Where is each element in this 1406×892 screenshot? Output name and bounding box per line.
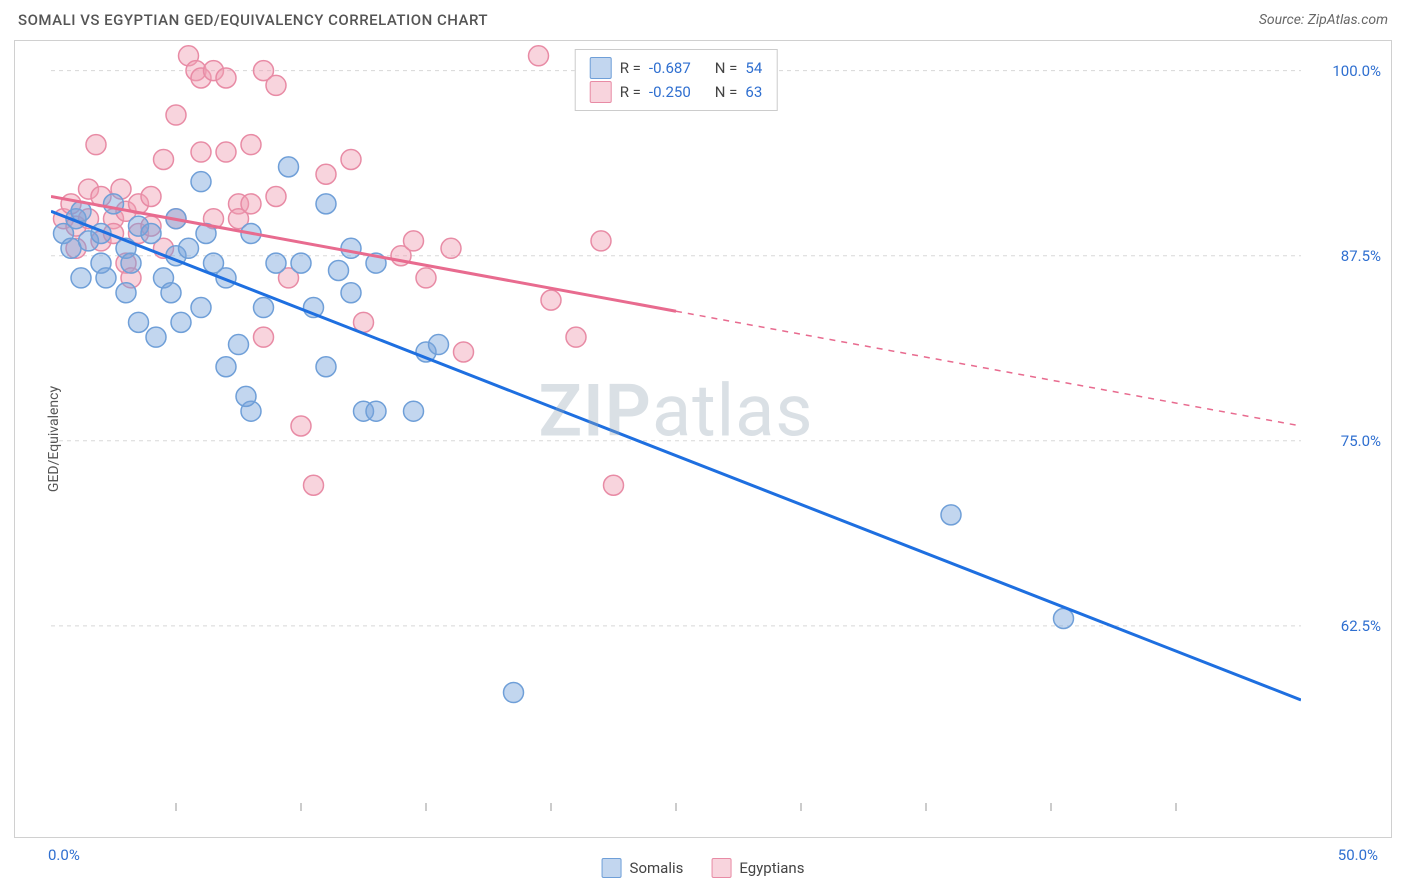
n-label: N = — [715, 56, 738, 80]
source-label: Source: ZipAtlas.com — [1259, 12, 1388, 28]
header-row: SOMALI VS EGYPTIAN GED/EQUIVALENCY CORRE… — [0, 0, 1406, 36]
r-label: R = — [620, 56, 641, 80]
swatch-somalis-icon — [602, 858, 622, 878]
x-tick-max: 50.0% — [1338, 846, 1378, 864]
stats-legend-box: R = -0.687 N = 54 R = -0.250 N = 63 — [575, 49, 778, 111]
y-tick-label: 62.5% — [1341, 617, 1381, 635]
plot-svg — [51, 41, 1301, 811]
chart-frame: GED/Equivalency ZIPatlas R = -0.687 N = … — [14, 40, 1392, 838]
r-value-egyptians: -0.250 — [649, 80, 691, 104]
r-value-somalis: -0.687 — [649, 56, 691, 80]
swatch-egyptians-icon — [590, 81, 612, 103]
r-label: R = — [620, 80, 641, 104]
legend-label-somalis: Somalis — [630, 859, 684, 877]
stats-row-egyptians: R = -0.250 N = 63 — [590, 80, 763, 104]
chart-title: SOMALI VS EGYPTIAN GED/EQUIVALENCY CORRE… — [18, 11, 488, 29]
legend-item-somalis: Somalis — [602, 858, 684, 878]
swatch-somalis-icon — [590, 57, 612, 79]
n-value-somalis: 54 — [745, 56, 762, 80]
n-value-egyptians: 63 — [745, 80, 762, 104]
swatch-egyptians-icon — [711, 858, 731, 878]
chart-container: SOMALI VS EGYPTIAN GED/EQUIVALENCY CORRE… — [0, 0, 1406, 892]
stats-row-somalis: R = -0.687 N = 54 — [590, 56, 763, 80]
n-label: N = — [715, 80, 738, 104]
bottom-legend: Somalis Egyptians — [602, 858, 805, 878]
y-tick-label: 75.0% — [1341, 432, 1381, 450]
legend-item-egyptians: Egyptians — [711, 858, 804, 878]
legend-label-egyptians: Egyptians — [739, 859, 804, 877]
x-tick-min: 0.0% — [48, 846, 80, 864]
plot-area: ZIPatlas R = -0.687 N = 54 R = -0.250 N … — [51, 41, 1301, 811]
y-tick-label: 100.0% — [1332, 62, 1381, 80]
y-tick-label: 87.5% — [1341, 247, 1381, 265]
